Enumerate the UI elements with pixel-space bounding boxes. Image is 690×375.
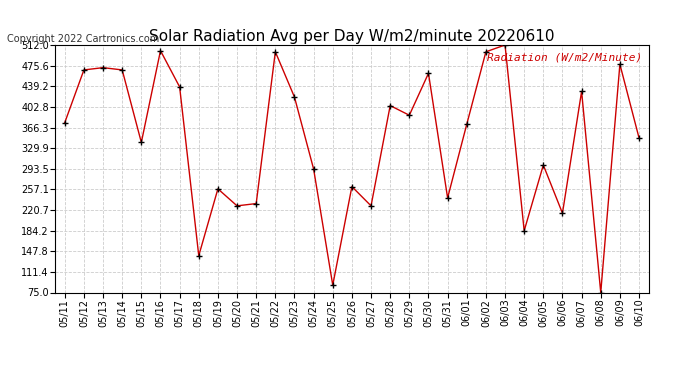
Title: Solar Radiation Avg per Day W/m2/minute 20220610: Solar Radiation Avg per Day W/m2/minute … [149, 29, 555, 44]
Text: Radiation (W/m2/Minute): Radiation (W/m2/Minute) [487, 53, 642, 62]
Text: Copyright 2022 Cartronics.com: Copyright 2022 Cartronics.com [7, 34, 159, 44]
